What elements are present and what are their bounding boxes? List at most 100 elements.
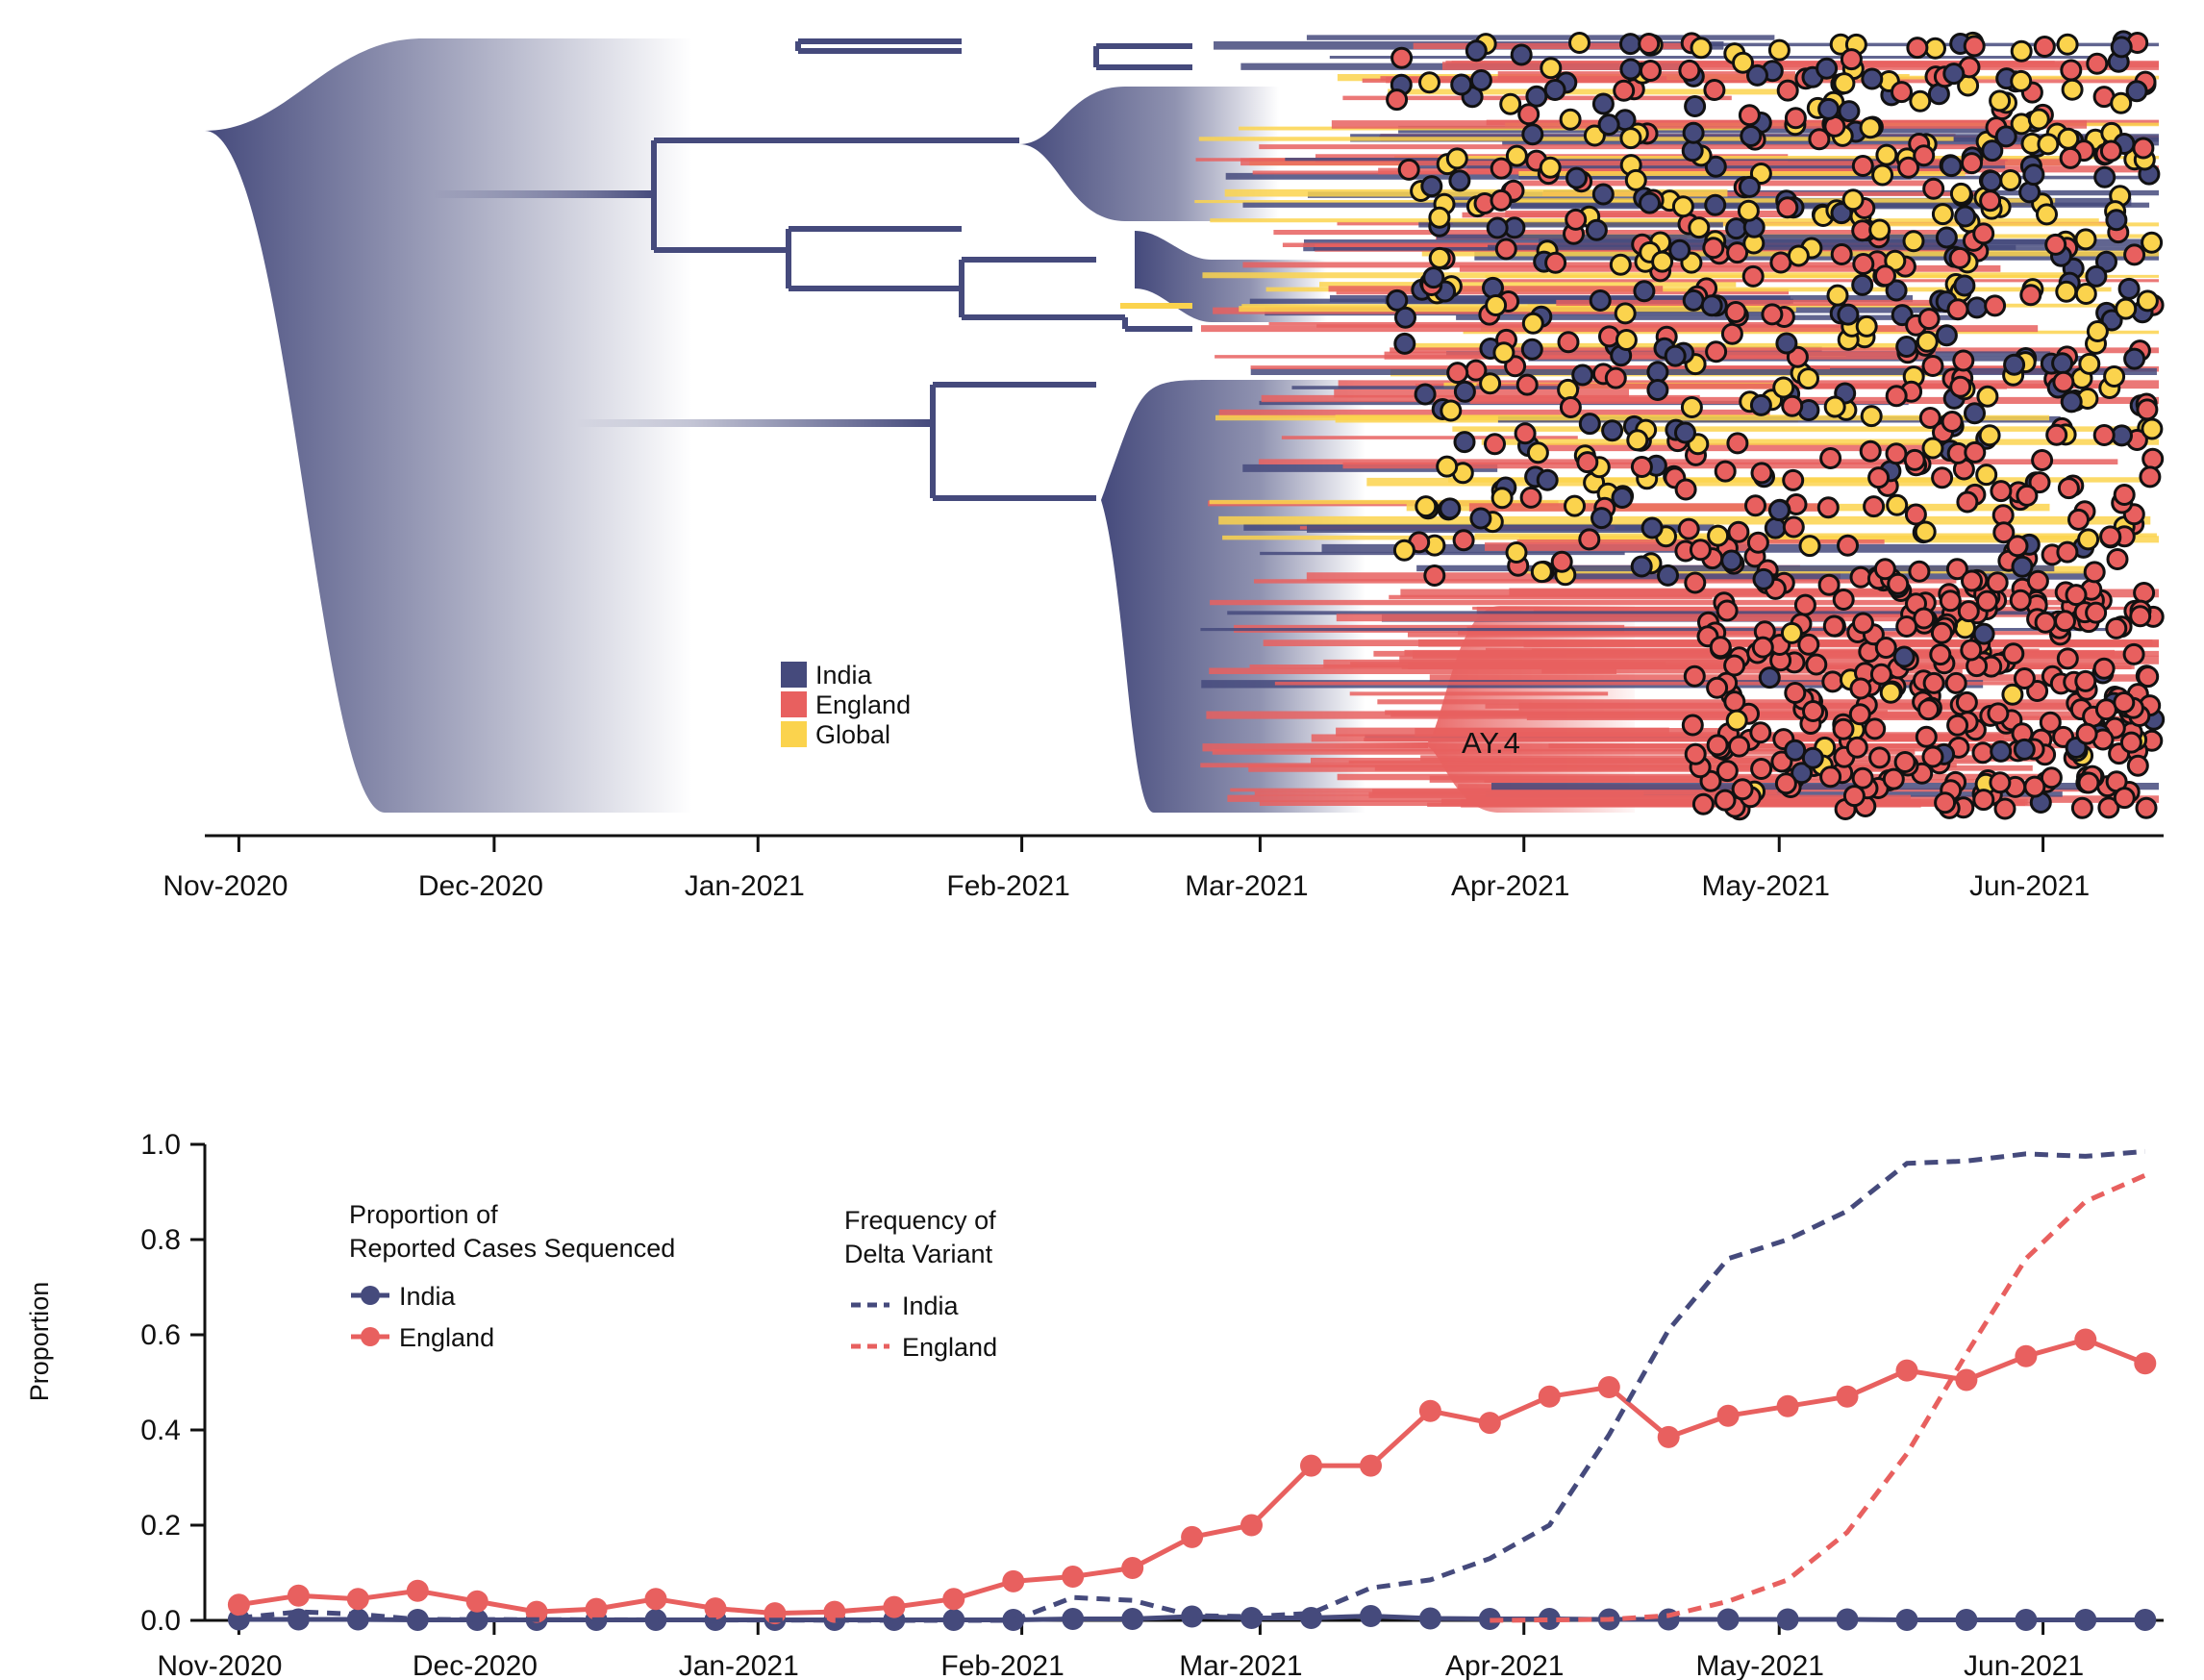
tip-node [2077, 771, 2100, 794]
tip-node [1867, 466, 1891, 489]
tip-node [2011, 555, 2034, 578]
tip-node [1732, 51, 1754, 74]
tree-x-tick-label: Feb-2021 [946, 870, 1069, 902]
tip-node [1855, 314, 1878, 338]
tip-node [1913, 607, 1936, 630]
tip-node [2056, 33, 2079, 56]
tip-node [2013, 667, 2036, 690]
tip-node [1976, 589, 1998, 613]
tip-node [1990, 740, 2013, 763]
tip-node [1971, 741, 1994, 765]
tip-node [1630, 555, 1653, 578]
tip-node [1737, 199, 1760, 222]
tip-node [1861, 67, 1884, 90]
series-point-england [2134, 1352, 2157, 1375]
series-point-india [1538, 1608, 1561, 1630]
root-clade-fan [205, 38, 692, 813]
legend-swatch-india [781, 662, 807, 688]
tip-node [1879, 681, 1902, 704]
tip-node [2056, 540, 2079, 564]
tip-node [1630, 456, 1653, 478]
tip-node [1714, 789, 1737, 812]
tip-node [1963, 35, 1986, 58]
tip-node [1949, 182, 1972, 205]
tip-node [1946, 298, 1969, 321]
tree-x-tick-label: May-2021 [1702, 870, 1830, 902]
tip-node [2105, 209, 2128, 232]
tip-node [1688, 216, 1711, 239]
tip-node [2074, 228, 2097, 251]
tip-node [1826, 284, 1849, 307]
tip-node [2126, 754, 2149, 777]
legend-sequenced-title-line-2: Reported Cases Sequenced [349, 1234, 675, 1263]
tip-node [1964, 402, 1986, 425]
series-point-india [1062, 1608, 1085, 1630]
series-point-england [1121, 1557, 1144, 1579]
tip-node [1720, 549, 1743, 572]
tip-node [2141, 231, 2164, 254]
tip-node [1885, 385, 1908, 408]
series-point-india [1121, 1608, 1144, 1630]
tip-node [1990, 480, 2013, 503]
tip-node [1585, 218, 1608, 241]
tip-node [1832, 589, 1855, 611]
tip-node [1874, 264, 1896, 288]
tree-x-tick-label: Mar-2021 [1185, 870, 1308, 902]
tip-node [1817, 97, 1841, 120]
tip-node [2040, 766, 2063, 790]
tip-node [1871, 163, 1894, 187]
tip-node [1450, 73, 1473, 96]
tip-node [1728, 735, 1750, 758]
tip-node [2045, 423, 2068, 446]
tip-node [1725, 709, 1748, 732]
tip-node [1539, 156, 1562, 179]
tip-node [1727, 520, 1750, 543]
tip-node [1544, 251, 1567, 274]
series-point-england [1181, 1525, 1204, 1548]
tip-node [1837, 303, 1860, 326]
tip-node [1704, 155, 1727, 178]
tip-node [1482, 276, 1504, 299]
series-point-india [644, 1609, 667, 1631]
tip-node [2010, 69, 2033, 92]
tip-node [1589, 289, 1612, 312]
tip-node [1420, 175, 1443, 198]
tip-node [1565, 166, 1588, 189]
tip-node [1882, 767, 1905, 790]
tip-node [2034, 611, 2057, 634]
series-line-india-delta [238, 1148, 2146, 1623]
tip-node [1626, 429, 1649, 452]
tree-x-tick-label: Jan-2021 [685, 870, 805, 902]
tip-node [2099, 525, 2122, 548]
tip-node [1948, 246, 1971, 269]
tip-node [2115, 297, 2138, 320]
x-tick-label: Mar-2021 [1179, 1650, 1302, 1680]
tip-node [1891, 81, 1913, 104]
tip-node [1445, 147, 1468, 170]
legend-delta-title-line-2: Delta Variant [844, 1240, 993, 1268]
tip-node [1723, 690, 1746, 714]
tip-node [1707, 524, 1730, 547]
tip-node [2057, 477, 2080, 500]
series-point-england [465, 1590, 488, 1613]
tip-node [1832, 717, 1855, 740]
tip-node [1886, 493, 1909, 516]
tip-node [1415, 495, 1438, 518]
tip-node [1859, 116, 1882, 139]
tip-node [2039, 711, 2062, 734]
tip-node [1921, 355, 1944, 377]
tip-node [1791, 762, 1814, 785]
tip-node [1428, 206, 1451, 229]
tip-node [1664, 344, 1687, 367]
tip-node [2083, 561, 2106, 584]
tip-node [1723, 654, 1746, 677]
tip-node [1601, 419, 1624, 442]
tip-node [2092, 424, 2116, 446]
tip-node [1841, 188, 1865, 212]
tip-node [1972, 222, 1995, 245]
series-point-england [1657, 1425, 1680, 1448]
series-point-england [227, 1593, 250, 1617]
tip-node [2003, 353, 2026, 376]
